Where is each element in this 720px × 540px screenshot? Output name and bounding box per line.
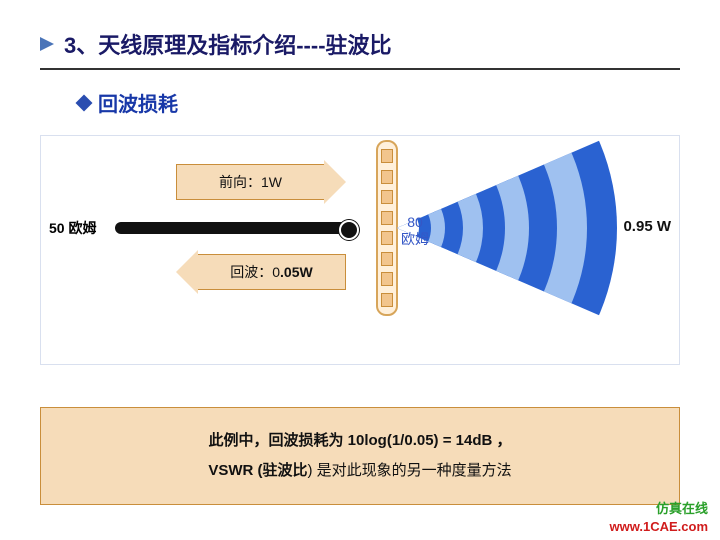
bullet-arrow-icon [40, 37, 54, 51]
caption-1-suffix: ， [492, 432, 511, 449]
slide-header: 3、天线原理及指标介绍----驻波比 [0, 0, 720, 68]
coax-cable-icon [115, 222, 357, 234]
radiation-wave-icon [397, 128, 617, 328]
caption-line-2: VSWR (驻波比) 是对此现象的另一种度量方法 [53, 456, 667, 486]
diamond-icon [76, 94, 93, 111]
arrow-left-icon [176, 250, 198, 294]
slide-title: 3、天线原理及指标介绍----驻波比 [64, 28, 392, 60]
antenna-element [376, 140, 398, 316]
return-loss-diagram: 前向：1W 50 欧姆 回波：0.05W 80 [40, 135, 680, 365]
reflected-prefix: 回波：0 [230, 262, 280, 282]
output-power-label: 0.95 W [623, 218, 671, 235]
footer: 仿真在线 www.1CAE.com [610, 498, 708, 534]
caption-2-prefix: VSWR ( [208, 462, 262, 479]
arrow-right-icon [324, 160, 346, 204]
section-title: 回波损耗 [98, 88, 178, 117]
footer-url: www.1CAE.com [610, 519, 708, 534]
reflected-power-label: 回波：0.05W [198, 254, 346, 290]
antenna-impedance-label: 80 欧姆 [401, 214, 429, 248]
caption-box: 此例中，回波损耗为 10log(1/0.05) = 14dB ， VSWR (驻… [40, 407, 680, 505]
forward-power-label: 前向：1W [176, 164, 324, 200]
reflected-bold: .05W [280, 264, 313, 280]
reflected-power-arrow: 回波：0.05W [176, 254, 346, 290]
cable-impedance-label: 50 欧姆 [49, 218, 96, 238]
footer-brand: 仿真在线 [610, 498, 708, 517]
antenna-impedance-unit: 欧姆 [401, 231, 429, 247]
caption-1-prefix: 此例中，回波损耗为 [209, 432, 348, 449]
caption-1-formula: 10log(1/0.05) = 14dB [348, 432, 493, 449]
caption-line-1: 此例中，回波损耗为 10log(1/0.05) = 14dB ， [53, 426, 667, 456]
antenna-impedance-value: 80 [407, 214, 423, 230]
caption-2-mid: 驻波比 [262, 462, 307, 479]
forward-power-arrow: 前向：1W [176, 164, 346, 200]
section-subheader: 回波损耗 [0, 70, 720, 117]
caption-2-suffix: ) 是对此现象的另一种度量方法 [308, 462, 512, 479]
